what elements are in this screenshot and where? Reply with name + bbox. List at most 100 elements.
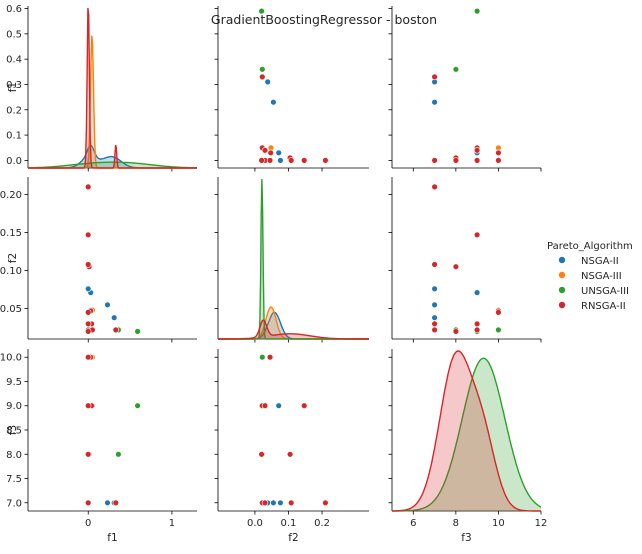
kde-fill-rnsga-ii [392,351,541,511]
point-nsga-ii [431,98,438,106]
point-rnsga-ii [266,354,274,361]
panel-f3-f2: 0.0 0.1 0.2 [214,349,369,529]
point-rnsga-ii [112,499,120,506]
legend-marker-1 [558,256,566,264]
point-unsga-iii [259,354,266,361]
point-nsga-ii [104,499,111,506]
point-rnsga-ii [431,320,438,327]
point-rnsga-ii [452,263,460,270]
point-rnsga-ii [112,326,120,334]
y-axis-label-f3: f3 [7,425,19,435]
point-nsga-ii [275,149,282,157]
point-rnsga-ii [84,231,92,239]
y-tick-label: 0.15 [0,228,22,239]
point-rnsga-ii [473,326,481,334]
y-tick-label: 8.0 [6,450,22,461]
point-rnsga-ii [259,73,266,81]
point-rnsga-ii [301,402,308,409]
point-nsga-ii [270,499,277,506]
kde-fill-unsga-iii [218,179,369,339]
y-tick-label: 10.0 [0,353,22,364]
point-unsga-iii [115,451,122,458]
panel-f1-f3 [388,6,542,172]
point-nsga-ii [473,289,481,296]
legend-label-2: NSGA-III [581,271,622,282]
x-tick-label: 6 [410,518,416,529]
point-rnsga-ii [473,147,481,154]
panel-f2-f3 [388,177,542,343]
point-rnsga-ii [473,231,481,239]
point-rnsga-ii [84,261,92,268]
point-unsga-iii [259,66,266,73]
legend-item-4: RNSGA-II [558,301,626,312]
point-rnsga-ii [286,451,294,458]
legend-marker-4 [558,301,566,309]
point-nsga-ii [84,285,92,292]
y-tick-label: 7.5 [6,474,22,485]
point-rnsga-ii [267,149,274,157]
point-rnsga-ii [84,499,92,506]
panel-f2-f2 [214,177,369,343]
legend-item-1: NSGA-II [558,256,619,267]
x-tick-label: 10 [492,518,505,529]
point-nsga-ii [277,499,284,506]
y-tick-label: 9.5 [6,377,22,388]
kde-fill-nsga-iii [28,35,197,169]
point-nsga-ii [104,301,111,308]
y-axis-label-f1: f1 [7,82,19,92]
y-tick-label: 0.4 [6,55,22,66]
y-tick-label: 0.05 [0,304,22,315]
x-tick-label: 12 [535,518,548,529]
point-nsga-ii [270,98,277,106]
legend-item-3: UNSGA-III [558,286,629,297]
legend: Pareto_Algorithm NSGA-II NSGA-III UNSGA-… [547,241,633,312]
point-rnsga-ii [288,499,295,506]
point-rnsga-ii [84,309,92,316]
point-rnsga-ii [261,147,269,154]
x-tick-label: 8 [453,518,459,529]
kde-fill-rnsga-ii [218,320,369,339]
point-rnsga-ii [495,157,502,164]
point-rnsga-ii [431,326,438,334]
point-rnsga-ii [84,328,92,335]
point-rnsga-ii [84,183,92,191]
point-nsga-ii [431,301,438,308]
point-unsga-iii [258,7,265,15]
legend-marker-2 [558,271,566,279]
point-rnsga-ii [301,157,308,164]
point-rnsga-ii [452,328,460,335]
point-rnsga-ii [84,402,92,409]
kde-line-unsga-iii [28,161,197,169]
point-rnsga-ii [261,499,269,506]
panel-f3-f3: 6 8 10 12 [388,349,548,529]
y-tick-label: 0.3 [6,80,22,91]
point-nsga-ii [275,402,282,409]
point-rnsga-ii [495,149,502,157]
legend-label-4: RNSGA-II [581,301,626,312]
point-rnsga-ii [495,309,502,316]
point-rnsga-ii [261,402,269,409]
panel-f2-f1: 0.05 0.10 0.15 0.20 [0,177,197,343]
point-rnsga-ii [473,157,481,164]
y-tick-label: 0.6 [6,4,22,15]
x-tick-label: 0 [85,518,91,529]
x-tick-label: 0.2 [314,518,330,529]
legend-marker-3 [558,286,566,294]
point-rnsga-ii [473,320,481,327]
point-nsga-ii [277,157,284,164]
point-rnsga-ii [84,451,92,458]
x-axis-label-f2: f2 [288,532,298,544]
legend-label-3: UNSGA-III [581,286,629,297]
point-rnsga-ii [322,499,329,506]
point-rnsga-ii [431,73,438,81]
legend-title: Pareto_Algorithm [547,241,633,252]
kde-fill-rnsga-ii [28,8,197,168]
x-tick-label: 0.0 [247,518,263,529]
y-tick-label: 0.0 [6,156,22,167]
point-nsga-ii [110,314,118,321]
point-rnsga-ii [258,451,265,458]
panels-group: 0.0 0.1 0.2 0.3 0.4 0.5 0.6 0.05 0.10 0.15 0.20 0 1 7… [0,4,547,544]
point-rnsga-ii [84,320,92,327]
point-rnsga-ii [84,354,92,361]
